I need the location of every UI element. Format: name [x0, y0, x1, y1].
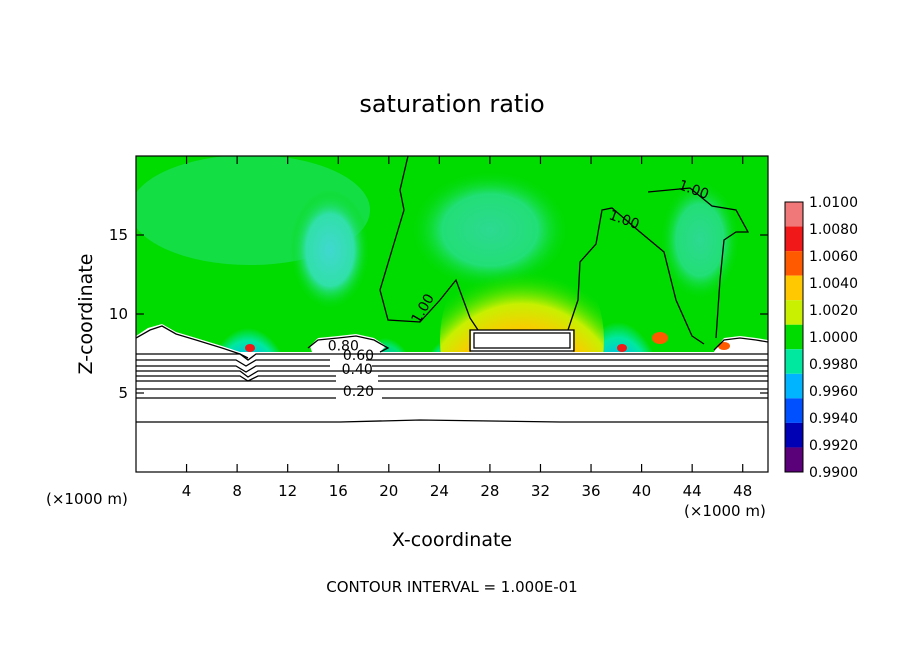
colorbar-swatch [785, 447, 803, 472]
colorbar-label: 1.0080 [809, 222, 858, 238]
chart-title: saturation ratio [359, 90, 544, 118]
contour-label: 0.20 [343, 384, 374, 400]
x-tick-label: 12 [278, 482, 297, 500]
y-axis-label: Z-coordinate [75, 254, 97, 375]
colorbar-swatch [785, 226, 803, 252]
contour-0-80 [136, 359, 768, 367]
warm-patch-x41 [652, 332, 668, 344]
x-tick-label: 48 [733, 482, 752, 500]
x-tick-label: 16 [329, 482, 348, 500]
contour-1-00-c [647, 187, 750, 339]
lower-white-region [136, 352, 768, 472]
x-tick-label: 8 [232, 482, 242, 500]
colorbar-label: 0.9900 [809, 465, 858, 481]
warm-patch-x46 [718, 342, 730, 350]
contour-lines [136, 156, 768, 423]
colorbar-label: 1.0040 [809, 276, 858, 292]
heatmap-field: 1.001.001.000.800.600.400.20 [136, 156, 768, 472]
y-tick-label: 15 [109, 226, 128, 244]
x-tick-label: 40 [632, 482, 651, 500]
x-tick-label: 28 [480, 482, 499, 500]
cloud-block [471, 330, 573, 352]
contour-0-60 [136, 370, 768, 378]
y-tick-label: 10 [109, 305, 128, 323]
x-axis-label: X-coordinate [392, 529, 512, 551]
colorbar-label: 1.0100 [809, 195, 858, 211]
contour-cloud-block-inner [473, 332, 571, 349]
colorbar-label: 1.0000 [809, 330, 858, 346]
colorbar-swatch [785, 349, 803, 374]
contour-label: 0.80 [328, 338, 359, 354]
contour-cloud-right [713, 337, 768, 351]
colorbar-frame [784, 201, 804, 473]
colorbar-swatch [785, 202, 803, 227]
colorbar-swatch [785, 324, 803, 350]
colorbar-swatch [785, 422, 803, 448]
contour-interval-note: CONTOUR INTERVAL = 1.000E-01 [326, 578, 577, 596]
contour-0-10 [136, 419, 768, 423]
contour-0-70 [136, 365, 768, 373]
colorbar: 1.0100 1.0080 1.0060 1.0040 1.0020 1.0000 0.99… [784, 195, 858, 481]
x-unit-label-left: (×1000 m) [46, 490, 128, 508]
x-tick-label: 44 [683, 482, 702, 500]
colorbar-label: 0.9940 [809, 411, 858, 427]
x-tick-label: 32 [531, 482, 550, 500]
contour-cloud-left [136, 325, 249, 359]
colorbar-swatch [785, 300, 803, 325]
colorbar-swatch [785, 251, 803, 276]
y-ticks: 5 10 15 [109, 226, 768, 402]
contour-0-90 [136, 353, 768, 361]
moist-patch-right [660, 180, 740, 300]
colorbar-label: 1.0020 [809, 303, 858, 319]
x-tick-label: 4 [182, 482, 192, 500]
colorbar-label: 0.9980 [809, 357, 858, 373]
contour-label: 0.60 [343, 348, 374, 364]
x-tick-label: 20 [379, 482, 398, 500]
x-tick-label: 24 [430, 482, 449, 500]
contour-1-00-a [379, 156, 479, 331]
x-unit-label-right: (×1000 m) [684, 502, 766, 520]
colorbar-swatch [785, 275, 803, 301]
contour-cloud-block [469, 329, 575, 352]
colorbar-label: 0.9960 [809, 384, 858, 400]
colorbar-swatch [785, 373, 803, 399]
warm-patch-x9 [245, 344, 255, 352]
contour-cloud-x16 [307, 335, 390, 353]
contour-label: 0.40 [342, 362, 373, 378]
colorbar-label: 1.0060 [809, 249, 858, 265]
moist-patch-left [290, 190, 370, 310]
colorbar-label: 0.9920 [809, 438, 858, 454]
warm-patch-x39 [617, 344, 627, 352]
colorbar-swatch [785, 398, 803, 423]
contour-1-00-b [567, 207, 705, 345]
x-ticks: 4 8 12 16 20 24 28 32 36 40 44 48 [182, 156, 752, 500]
y-tick-label: 5 [118, 384, 128, 402]
x-tick-label: 36 [581, 482, 600, 500]
